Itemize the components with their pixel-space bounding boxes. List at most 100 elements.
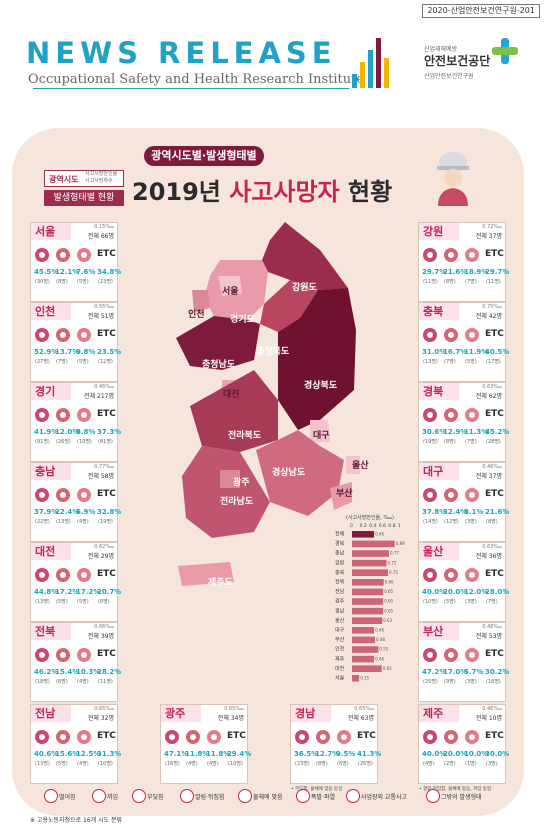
card-count: (13명) (423, 359, 438, 365)
card-count: (5명) (56, 599, 68, 605)
chart-value-label: 0.15 (360, 676, 369, 681)
footnote: ※ 고용노동지청으로 16개 시도 분류 (30, 817, 123, 824)
chart-value-label: 0.46 (375, 532, 384, 537)
etc-icon: ETC (227, 731, 246, 741)
org-subname: 산업안전보건연구원 (424, 73, 474, 80)
card-count: (8명) (444, 439, 456, 445)
card-percent: 29.7% (422, 268, 447, 276)
caught-icon (56, 730, 70, 744)
chart-category-label: 제주 (335, 655, 345, 662)
chart-category-label: 전남 (335, 588, 345, 595)
collision-icon (77, 408, 91, 422)
card-region-name: 서울 (35, 225, 56, 238)
chart-category-label: 서울 (335, 675, 345, 682)
chart-bar (352, 550, 389, 557)
card-note: • 깔림·뒤집힘, 물체에 맞음, 끼임 동일 (419, 787, 492, 792)
collision-icon (465, 568, 479, 582)
card-percent: 31.0% (422, 348, 447, 356)
map-label-chungbuk: 충청북도 (256, 347, 290, 357)
card-count: (7명) (465, 439, 477, 445)
region-card: 광주 0.65‱ 전체 34명 ETC 47.1% (16명) 11.8% (4명) 11.8%… (160, 704, 251, 784)
card-count: (7명) (56, 359, 68, 365)
card-count: (22명) (35, 519, 50, 525)
map-label-gyeongbuk: 경상북도 (304, 381, 338, 391)
card-count: (3명) (486, 761, 498, 767)
collision-icon (465, 248, 479, 262)
collision-icon (465, 730, 479, 744)
caught-icon (444, 248, 458, 262)
card-count: (6명) (98, 599, 110, 605)
caught-icon (56, 328, 70, 342)
card-percent: 18.9% (464, 268, 489, 276)
card-count: (8명) (444, 279, 456, 285)
region-card: 충남 0.77‱ 전체 58명 ETC 37.9% (22명) 22.4% (13명) 6.9%… (30, 462, 121, 542)
card-percent: 40.0% (422, 750, 447, 758)
card-header-bar (419, 543, 459, 560)
card-count: (12명) (98, 359, 113, 365)
card-percent: 7.6% (76, 268, 96, 276)
map-busan (330, 482, 352, 510)
poster-title: 2019년 사고사망자 현황 (132, 178, 393, 206)
crush-legend-icon (180, 789, 194, 803)
card-percent: 13.7% (55, 348, 80, 356)
card-rate: 0.46‱ (482, 464, 502, 470)
card-rate: 0.48‱ (482, 624, 502, 630)
card-region-name: 대전 (35, 545, 56, 558)
collision-icon (77, 730, 91, 744)
card-percent: 40.5% (485, 348, 510, 356)
card-total: 전체 37명 (475, 473, 502, 480)
institute-name: Occupational Safety and Health Research … (28, 72, 365, 87)
map-label-ulsan: 울산 (352, 461, 369, 471)
card-rate: 0.46‱ (94, 384, 114, 390)
card-header-bar (31, 543, 71, 560)
explosion-legend-icon (296, 789, 310, 803)
collision-icon (77, 248, 91, 262)
chart-bar (352, 607, 384, 615)
card-total: 전체 32명 (87, 715, 114, 722)
card-region-name: 경남 (295, 707, 316, 720)
fall-icon (423, 248, 437, 262)
card-total: 전체 66명 (87, 233, 114, 240)
card-percent: 12.1% (55, 268, 80, 276)
caught-icon (56, 248, 70, 262)
card-rate: 0.46‱ (482, 706, 502, 712)
caught-icon (56, 648, 70, 662)
card-percent: 11.3% (464, 428, 489, 436)
card-count: (28명) (486, 439, 501, 445)
card-count: (17명) (486, 359, 501, 365)
card-rate: 0.66‱ (94, 624, 114, 630)
card-percent: 37.8% (422, 508, 447, 516)
region-card: 전남 0.65‱ 전체 32명 ETC 40.6% (13명) 15.6% (5명) 12.5%… (30, 704, 121, 784)
card-count: (10명) (423, 599, 438, 605)
region-card: 전북 0.66‱ 전체 39명 ETC 46.2% (18명) 15.4% (6명) 10.3%… (30, 622, 121, 702)
card-percent: 11.8% (185, 750, 210, 758)
map-seoul (218, 276, 242, 296)
card-header-bar (31, 623, 71, 640)
card-count: (5명) (77, 279, 89, 285)
card-percent: 34.8% (97, 268, 122, 276)
collision-icon (77, 488, 91, 502)
card-count: (3명) (465, 599, 477, 605)
chart-bar (352, 627, 375, 634)
card-header-bar (419, 383, 459, 400)
card-region-name: 경북 (423, 385, 444, 398)
card-count: (16명) (486, 679, 501, 685)
chart-value-label: 0.62 (383, 666, 392, 671)
card-count: (6명) (56, 679, 68, 685)
card-region-name: 제주 (423, 707, 444, 720)
card-count: (4명) (77, 679, 89, 685)
chart-category-label: 경북 (335, 540, 345, 547)
card-rate: 0.63‱ (482, 544, 502, 550)
card-count: (16명) (165, 761, 180, 767)
card-count: (26명) (56, 439, 71, 445)
chart-category-label: 경남 (335, 607, 345, 614)
fall-icon (35, 568, 49, 582)
etc-icon: ETC (485, 409, 504, 419)
card-total: 전체 58명 (87, 473, 114, 480)
card-count: (5명) (77, 359, 89, 365)
card-count: (23명) (98, 279, 113, 285)
card-percent: 9.8% (76, 348, 96, 356)
etc-icon: ETC (485, 249, 504, 259)
region-card: 인천 0.55‱ 전체 51명 ETC 52.9% (27명) 13.7% (7명) 9.8%(… (30, 302, 121, 382)
map-incheon (192, 290, 210, 312)
